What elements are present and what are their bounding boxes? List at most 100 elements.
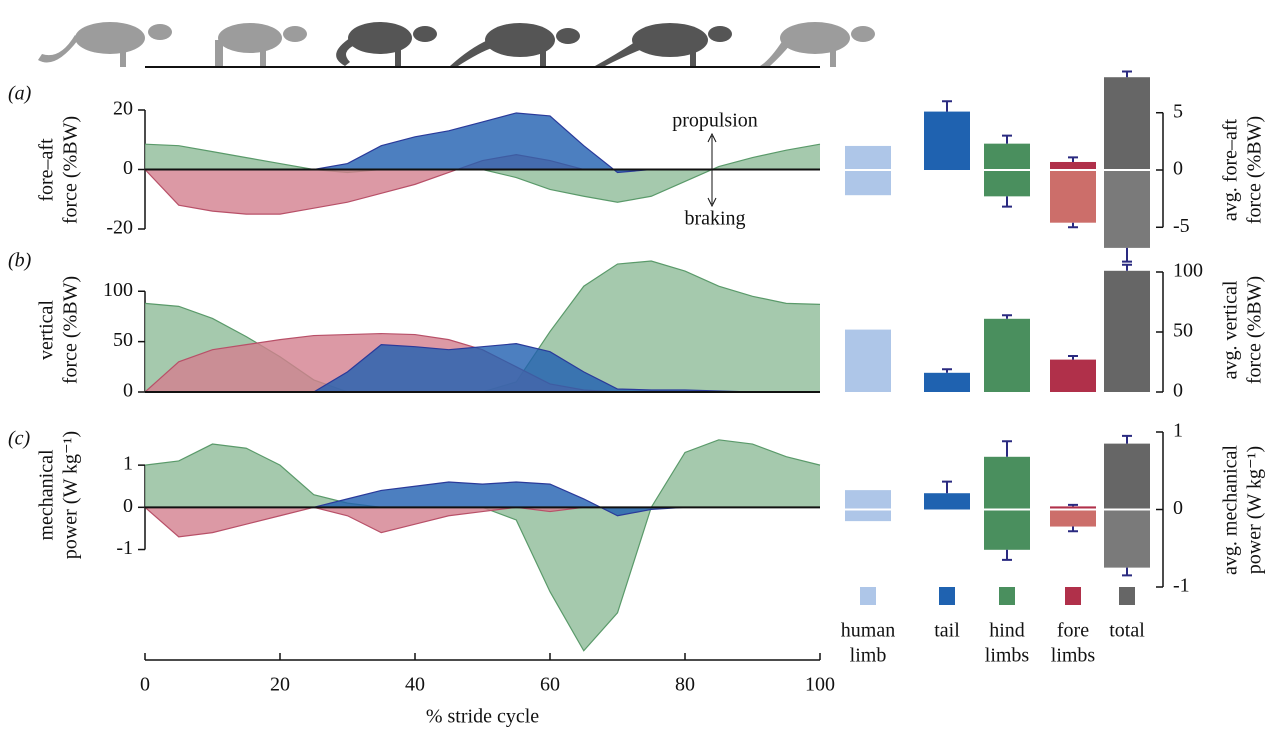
bar (984, 456, 1030, 510)
error-bar (1068, 355, 1078, 360)
y-tick-label: -1 (116, 537, 133, 559)
y-axis-label: fore–aft (36, 138, 58, 202)
x-tick-label: 100 (805, 674, 835, 696)
y-tick-label: 1 (123, 453, 133, 475)
area-fill (145, 261, 820, 392)
y2-tick-label: 50 (1173, 320, 1193, 342)
legend-swatch (939, 587, 955, 605)
legend-label: human (841, 620, 895, 642)
error-bar (1122, 247, 1132, 263)
error-bar (1002, 314, 1012, 319)
panel-label: (b) (8, 250, 32, 272)
bar (1050, 506, 1096, 510)
panel-label: (c) (8, 428, 31, 450)
area-fill (145, 112, 820, 173)
error-bar (1122, 567, 1132, 577)
y-tick-label: 100 (103, 279, 133, 301)
y-tick-label: 50 (113, 329, 133, 351)
bar (1104, 170, 1150, 248)
bar (845, 509, 891, 522)
error-bar (1068, 503, 1078, 507)
bar (984, 509, 1030, 550)
legend-label: fore (1057, 620, 1089, 642)
error-bar (1122, 70, 1132, 78)
area-fill (145, 144, 820, 203)
bar (845, 145, 891, 170)
area-fill (145, 482, 820, 516)
bar (1050, 509, 1096, 527)
y2-tick-label: -5 (1173, 215, 1190, 237)
x-tick-label: 40 (405, 674, 425, 696)
error-bar (1122, 434, 1132, 444)
arrow-head (707, 132, 717, 208)
x-tick-label: 0 (140, 674, 150, 696)
error-bar (1002, 134, 1012, 144)
legend-label: total (1109, 620, 1145, 642)
y-tick-label: 0 (123, 495, 133, 517)
error-bar (1002, 440, 1012, 457)
panel-label: (a) (8, 83, 32, 105)
error-bar (1002, 549, 1012, 561)
y2-tick-label: 0 (1173, 380, 1183, 402)
bar (1050, 170, 1096, 223)
legend-swatch (1119, 587, 1135, 605)
y2-axis-label: force (%BW) (1244, 276, 1266, 384)
y2-axis-label: avg. mechanical (1220, 445, 1242, 575)
legend-swatch (860, 587, 876, 605)
error-bar (1122, 263, 1132, 271)
legend-label: limbs (1051, 645, 1096, 667)
legend-label: limbs (985, 645, 1030, 667)
error-bar (942, 480, 952, 494)
bar (924, 111, 970, 170)
y-axis-label: power (W kg⁻¹) (60, 431, 82, 559)
bar (984, 143, 1030, 170)
y-axis-label: force (%BW) (60, 276, 82, 384)
y-axis-label: vertical (36, 300, 58, 360)
y2-axis-label: avg. fore–aft (1220, 118, 1242, 221)
area-fill (145, 507, 820, 537)
bar (845, 490, 891, 510)
bar (924, 493, 970, 510)
y2-tick-label: 100 (1173, 260, 1203, 282)
bar (1050, 161, 1096, 170)
bar (845, 170, 891, 196)
bar (1104, 270, 1150, 392)
area-fill (145, 439, 820, 651)
kangaroo-silhouettes (38, 22, 875, 68)
error-bar (942, 368, 952, 373)
x-tick-label: 80 (675, 674, 695, 696)
error-bar (1002, 196, 1012, 208)
annotation: braking (684, 208, 745, 230)
bar (1050, 359, 1096, 392)
x-tick-label: 20 (270, 674, 290, 696)
y2-tick-label: 5 (1173, 100, 1183, 122)
y2-tick-label: 0 (1173, 158, 1183, 180)
y-tick-label: -20 (106, 217, 133, 239)
y2-axis-label: power (W kg⁻¹) (1244, 446, 1266, 574)
bar (984, 318, 1030, 392)
y-axis-label: force (%BW) (60, 116, 82, 224)
bar (1104, 509, 1150, 568)
y-axis-label: mechanical (36, 449, 58, 540)
legend-swatch (1065, 587, 1081, 605)
y-tick-label: 20 (113, 98, 133, 120)
y2-tick-label: 1 (1173, 420, 1183, 442)
bar (924, 372, 970, 392)
error-bar (942, 100, 952, 112)
error-bar (1068, 526, 1078, 533)
legend-swatch (999, 587, 1015, 605)
bar (845, 329, 891, 392)
error-bar (1068, 222, 1078, 229)
x-tick-label: 60 (540, 674, 560, 696)
bar (1104, 77, 1150, 170)
y-tick-label: 0 (123, 380, 133, 402)
y-tick-label: 0 (123, 157, 133, 179)
y2-tick-label: 0 (1173, 497, 1183, 519)
y2-axis-label: avg. vertical (1220, 280, 1242, 379)
error-bar (1068, 156, 1078, 162)
legend-label: tail (934, 620, 960, 642)
area-fill (145, 343, 820, 392)
y2-tick-label: -1 (1173, 575, 1190, 597)
